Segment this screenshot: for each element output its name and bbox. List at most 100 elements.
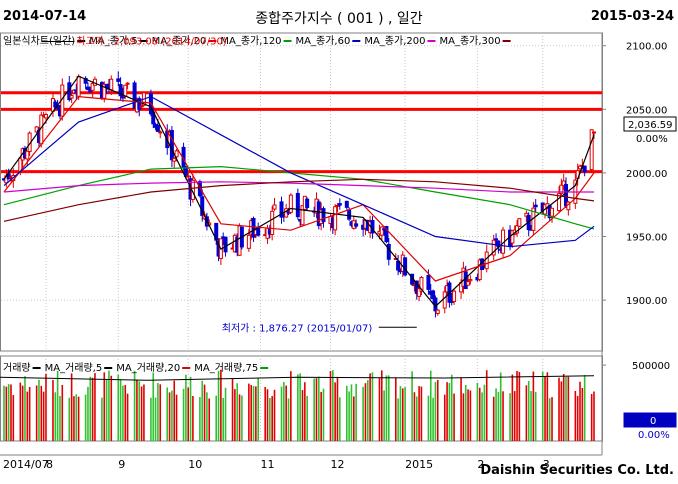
candle xyxy=(53,101,58,108)
candle xyxy=(270,210,275,235)
candle xyxy=(442,291,447,309)
ma-line xyxy=(3,95,595,282)
price-value: 2,036.59 xyxy=(628,120,673,131)
x-tick-label: 2 xyxy=(477,458,484,471)
candle xyxy=(174,150,179,158)
volume-tick-label: 500000 xyxy=(632,361,670,372)
low-annotation: 최저가 : 1,876.27 (2015/01/07) xyxy=(222,322,373,334)
chart-header: 2014-07-14 종합주가지수 ( 001 ) , 일간 2015-03-2… xyxy=(0,0,678,32)
candle xyxy=(69,95,74,99)
candle xyxy=(223,236,228,253)
legend-item: 일본식차트(일간) xyxy=(3,35,75,47)
candle xyxy=(592,131,596,134)
x-tick-label: 3 xyxy=(543,458,550,471)
candle xyxy=(417,288,422,297)
candle xyxy=(158,131,163,134)
candle xyxy=(524,212,529,217)
candle xyxy=(88,89,93,93)
candle xyxy=(494,238,499,241)
volume-legend-item: 거래량 xyxy=(3,362,31,374)
candle xyxy=(468,279,473,282)
candle xyxy=(109,78,114,91)
candle xyxy=(379,226,384,236)
end-date: 2015-03-24 xyxy=(590,9,674,24)
ma-line xyxy=(3,95,595,248)
candle xyxy=(183,166,188,177)
x-tick-label: 12 xyxy=(330,458,344,471)
candle xyxy=(354,223,359,227)
volume-value: 0 xyxy=(650,416,656,427)
candle xyxy=(344,200,349,208)
candle xyxy=(452,290,457,302)
candle xyxy=(335,204,340,207)
candle xyxy=(123,84,128,97)
price-change: 0.00% xyxy=(636,134,668,145)
candle xyxy=(83,77,88,84)
ma-line xyxy=(3,178,595,222)
y-tick-label: 2050.00 xyxy=(626,105,667,116)
candle xyxy=(419,276,424,292)
candle xyxy=(85,86,90,91)
candle xyxy=(347,209,352,220)
candle xyxy=(550,207,555,217)
chart-title: 종합주가지수 ( 001 ) , 일간 xyxy=(255,11,423,27)
y-tick-label: 2100.00 xyxy=(626,42,667,53)
candle xyxy=(491,239,496,256)
x-tick-label: 9 xyxy=(118,458,125,471)
candle xyxy=(34,126,39,133)
candle xyxy=(561,180,566,187)
candle xyxy=(116,78,121,82)
ma-line xyxy=(3,75,595,308)
candle xyxy=(333,206,338,231)
legend-item: MA_종가,120 xyxy=(220,35,281,47)
candle xyxy=(557,193,562,212)
candle xyxy=(435,309,440,314)
volume-legend-item: MA_거래량,75 xyxy=(194,362,258,374)
candle xyxy=(337,203,342,206)
candle xyxy=(288,194,293,213)
candle xyxy=(125,82,130,85)
candle xyxy=(305,198,310,208)
candle xyxy=(403,257,408,276)
candle xyxy=(426,274,431,290)
y-tick-label: 1900.00 xyxy=(626,296,667,307)
candle xyxy=(384,226,389,243)
candle xyxy=(295,192,300,218)
candle xyxy=(272,204,277,210)
candle xyxy=(251,218,256,238)
x-tick-label: 2015 xyxy=(405,458,433,471)
candle xyxy=(172,157,177,162)
candle xyxy=(466,281,471,286)
legend-item: MA_종가,5 xyxy=(89,35,137,47)
candle xyxy=(118,84,123,97)
x-tick-label: 8 xyxy=(46,458,53,471)
candle xyxy=(76,75,81,97)
y-tick-label: 2000.00 xyxy=(626,169,667,180)
candle xyxy=(256,227,261,236)
legend-item: MA_종가,200 xyxy=(364,35,425,47)
x-tick-label: 2014/07 xyxy=(3,458,49,471)
legend-item: MA_종가,300 xyxy=(439,35,500,47)
volume-value-box xyxy=(623,412,677,428)
legend-item: MA_종가,60 xyxy=(296,35,351,47)
candle xyxy=(431,290,436,300)
footer-brand: Daishin Securities Co. Ltd. xyxy=(480,463,674,478)
volume-legend-item: MA_거래량,20 xyxy=(116,362,180,374)
x-tick-label: 10 xyxy=(188,458,202,471)
candle xyxy=(25,150,30,160)
volume-panel xyxy=(0,355,603,442)
candle xyxy=(582,165,587,173)
candle xyxy=(155,125,160,132)
candle xyxy=(279,201,284,218)
candle xyxy=(484,251,489,270)
candle xyxy=(321,208,326,223)
legend-item: MA_종가,20 xyxy=(152,35,207,47)
price-value-box xyxy=(623,116,677,132)
candle xyxy=(533,204,538,208)
candle xyxy=(137,98,142,110)
candle xyxy=(386,243,391,260)
candle xyxy=(463,271,468,290)
candle xyxy=(246,234,251,249)
volume-legend-item: MA_거래량,5 xyxy=(45,362,103,374)
